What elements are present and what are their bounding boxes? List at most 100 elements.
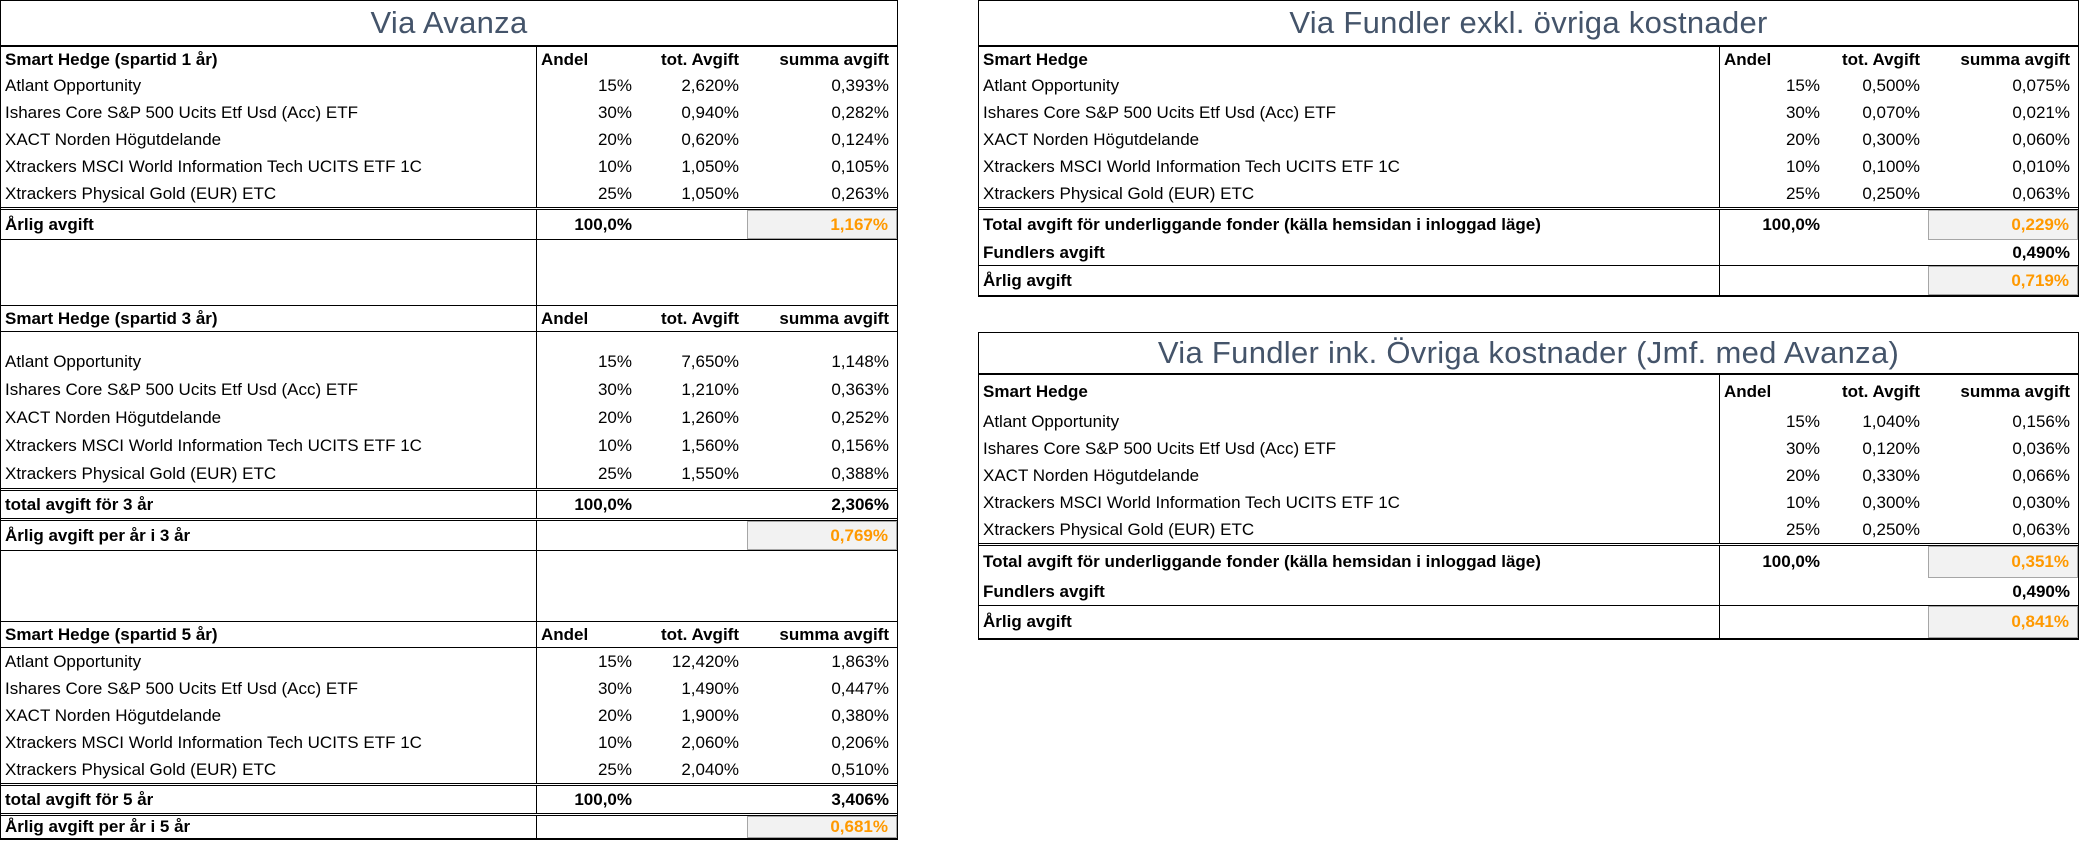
spacer: [1, 551, 897, 621]
fund-name: Atlant Opportunity: [979, 72, 1720, 99]
total-andel: 100,0%: [1762, 552, 1820, 571]
fund-name: Ishares Core S&P 500 Ucits Etf Usd (Acc)…: [1, 99, 537, 126]
fund-andel: 30%: [597, 102, 632, 122]
column-header-andel: Andel: [541, 624, 589, 644]
fund-summa-avgift: 0,156%: [831, 436, 889, 455]
fund-rows: Atlant Opportunity 15% 1,040% 0,156% Ish…: [979, 408, 2078, 543]
column-header-summa-avgift: summa avgift: [779, 49, 889, 69]
spacer: [1, 240, 897, 305]
fund-summa-avgift: 1,148%: [831, 352, 889, 371]
fund-summa-avgift: 0,206%: [831, 732, 889, 752]
section-header-label: Smart Hedge (spartid 1 år): [1, 47, 537, 72]
fund-andel: 30%: [1785, 438, 1820, 458]
fund-summa-avgift: 0,063%: [2012, 519, 2070, 539]
total-andel: 100,0%: [1762, 215, 1820, 234]
fund-andel: 10%: [597, 436, 632, 455]
fund-summa-avgift: 0,036%: [2012, 438, 2070, 458]
fund-summa-avgift: 0,066%: [2012, 465, 2070, 485]
column-header-tot-avgift: tot. Avgift: [1841, 381, 1920, 401]
fund-andel: 10%: [597, 732, 632, 752]
fund-andel: 25%: [597, 464, 632, 483]
fund-tot-avgift: 0,250%: [1862, 519, 1920, 539]
fund-summa-avgift: 0,075%: [2012, 75, 2070, 95]
total-label: Årlig avgift: [979, 266, 1720, 295]
fund-andel: 20%: [597, 705, 632, 725]
fund-tot-avgift: 0,250%: [1862, 183, 1920, 203]
fund-rows: Atlant Opportunity 15% 0,500% 0,075% Ish…: [979, 72, 2078, 207]
fund-tot-avgift: 2,040%: [681, 759, 739, 779]
total-summa-highlighted: 0,769%: [747, 521, 897, 550]
table-title: Via Fundler ink. Övriga kostnader (Jmf. …: [1157, 335, 1900, 370]
total-summa-highlighted: 1,167%: [747, 210, 897, 239]
fund-andel: 25%: [1785, 183, 1820, 203]
fund-tot-avgift: 1,560%: [681, 436, 739, 455]
fund-tot-avgift: 1,210%: [681, 380, 739, 399]
fund-name: Xtrackers MSCI World Information Tech UC…: [979, 489, 1720, 516]
fund-tot-avgift: 1,260%: [681, 408, 739, 427]
table-row: Ishares Core S&P 500 Ucits Etf Usd (Acc)…: [979, 435, 2078, 462]
column-header-summa-avgift: summa avgift: [1960, 381, 2070, 401]
table-row: Xtrackers MSCI World Information Tech UC…: [979, 153, 2078, 180]
row-fundlers-avgift: Fundlers avgift 0,490%: [979, 240, 2078, 266]
fund-summa-avgift: 0,263%: [831, 183, 889, 203]
fund-andel: 25%: [597, 183, 632, 203]
total-label: Fundlers avgift: [979, 240, 1720, 265]
column-header-row: Smart Hedge (spartid 1 år) Andel tot. Av…: [1, 45, 897, 72]
total-summa-highlighted: 0,681%: [747, 816, 897, 838]
fund-rows-5ar: Atlant Opportunity 15% 12,420% 1,863% Is…: [1, 648, 897, 783]
fund-tot-avgift: 1,550%: [681, 464, 739, 483]
fund-name: Xtrackers MSCI World Information Tech UC…: [1, 729, 537, 756]
fund-name: Xtrackers MSCI World Information Tech UC…: [1, 432, 537, 460]
section-header-label: Smart Hedge (spartid 3 år): [1, 306, 537, 331]
fund-name: Xtrackers MSCI World Information Tech UC…: [979, 153, 1720, 180]
total-summa: 3,406%: [831, 789, 889, 809]
fund-name: Xtrackers MSCI World Information Tech UC…: [1, 153, 537, 180]
row-fundlers-avgift: Fundlers avgift 0,490%: [979, 578, 2078, 606]
fund-andel: 20%: [1785, 129, 1820, 149]
fund-name: XACT Norden Högutdelande: [979, 126, 1720, 153]
table-row: Atlant Opportunity 15% 7,650% 1,148%: [1, 348, 897, 376]
section-header-label: Smart Hedge (spartid 5 år): [1, 622, 537, 647]
column-header-row: Smart Hedge Andel tot. Avgift summa avgi…: [979, 373, 2078, 408]
fund-name: Xtrackers Physical Gold (EUR) ETC: [1, 756, 537, 783]
total-summa-highlighted: 0,229%: [1928, 210, 2078, 240]
fund-tot-avgift: 0,300%: [1862, 492, 1920, 512]
section-header-label: Smart Hedge: [979, 375, 1720, 408]
total-andel: 100,0%: [574, 214, 632, 234]
fund-tot-avgift: 0,070%: [1862, 102, 1920, 122]
spacer: [1, 332, 897, 348]
column-header-row: Smart Hedge (spartid 5 år) Andel tot. Av…: [1, 621, 897, 648]
table-row: Ishares Core S&P 500 Ucits Etf Usd (Acc)…: [1, 376, 897, 404]
column-header-tot-avgift: tot. Avgift: [1841, 49, 1920, 69]
column-header-tot-avgift: tot. Avgift: [660, 308, 739, 328]
table-row: Atlant Opportunity 15% 2,620% 0,393%: [1, 72, 897, 99]
fund-andel: 10%: [597, 156, 632, 176]
fund-andel: 15%: [1785, 75, 1820, 95]
fund-andel: 30%: [597, 380, 632, 399]
fund-name: Atlant Opportunity: [979, 408, 1720, 435]
column-header-summa-avgift: summa avgift: [1960, 49, 2070, 69]
fundler-excl-table: Via Fundler exkl. övriga kostnader Smart…: [978, 0, 2079, 297]
column-header-andel: Andel: [1724, 381, 1772, 401]
fund-tot-avgift: 0,620%: [681, 129, 739, 149]
column-header-summa-avgift: summa avgift: [779, 308, 889, 328]
fund-andel: 25%: [597, 759, 632, 779]
row-total-underliggande-fonder: Total avgift för underliggande fonder (k…: [979, 543, 2078, 578]
fund-name: Xtrackers Physical Gold (EUR) ETC: [1, 460, 537, 488]
row-arlig-avgift: Årlig avgift 0,719%: [979, 266, 2078, 297]
total-andel: 100,0%: [574, 494, 632, 514]
fund-andel: 20%: [1785, 465, 1820, 485]
table-row: Ishares Core S&P 500 Ucits Etf Usd (Acc)…: [1, 99, 897, 126]
total-andel: 100,0%: [574, 789, 632, 809]
total-label: Årlig avgift: [979, 606, 1720, 638]
table-row: XACT Norden Högutdelande 20% 0,620% 0,12…: [1, 126, 897, 153]
fund-tot-avgift: 1,040%: [1862, 411, 1920, 431]
fund-andel: 20%: [597, 408, 632, 427]
table-title: Via Avanza: [370, 5, 528, 40]
fund-name: Xtrackers Physical Gold (EUR) ETC: [1, 180, 537, 207]
column-header-tot-avgift: tot. Avgift: [660, 49, 739, 69]
table-row: Xtrackers MSCI World Information Tech UC…: [979, 489, 2078, 516]
fund-summa-avgift: 0,060%: [2012, 129, 2070, 149]
fund-summa-avgift: 0,156%: [2012, 411, 2070, 431]
fund-name: Xtrackers Physical Gold (EUR) ETC: [979, 180, 1720, 207]
